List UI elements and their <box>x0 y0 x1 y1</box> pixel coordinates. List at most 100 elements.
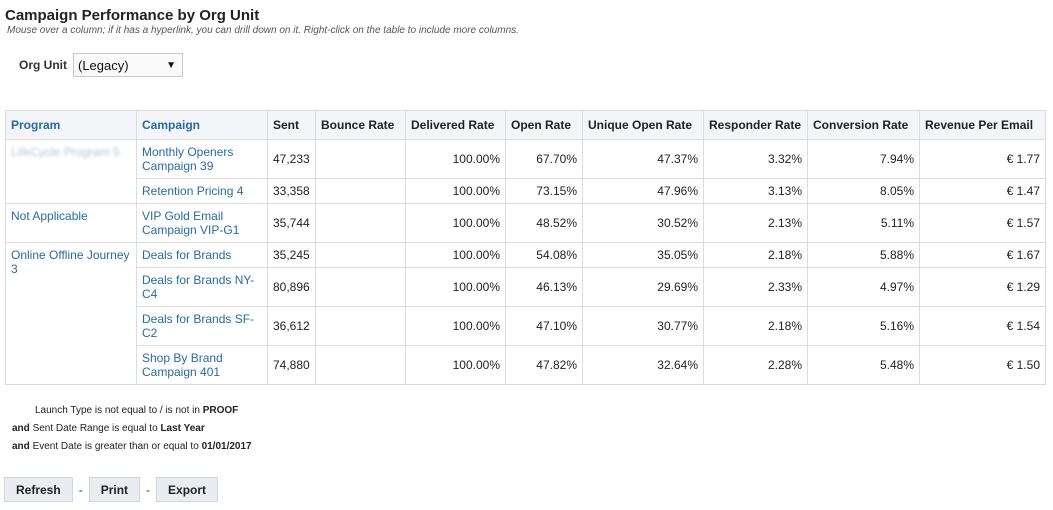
org-unit-filter: Org Unit (Legacy) ▼ <box>19 53 183 77</box>
revenue-per-email-cell: € 1.54 <box>919 306 1046 346</box>
sent-cell: 36,612 <box>267 306 316 346</box>
campaign-cell[interactable]: Deals for Brands SF- C2 <box>136 306 268 346</box>
conversion-rate-cell: 5.16% <box>807 306 920 346</box>
column-header-campaign[interactable]: Campaign <box>136 110 268 140</box>
program-cell[interactable]: Not Applicable <box>5 203 137 243</box>
responder-rate-cell: 2.33% <box>703 267 808 307</box>
conversion-rate-cell: 5.48% <box>807 345 920 385</box>
delivered-rate-cell: 100.00% <box>405 242 506 268</box>
page-hint: Mouse over a column; if it has a hyperli… <box>7 25 519 36</box>
column-header-bounce-rate[interactable]: Bounce Rate <box>315 110 406 140</box>
open-rate-cell: 54.08% <box>505 242 583 268</box>
responder-rate-cell: 2.13% <box>703 203 808 243</box>
table-row: Shop By Brand Campaign 401 74,880 100.00%… <box>6 345 1046 385</box>
campaign-name-line[interactable]: Shop By Brand <box>142 351 223 365</box>
campaign-name-line[interactable]: VIP Gold Email <box>142 209 224 223</box>
criteria-conjunction: and <box>12 423 30 434</box>
campaign-name-line[interactable]: C2 <box>142 326 158 340</box>
program-name[interactable]: Online Offline Journey 3 <box>11 248 130 276</box>
bounce-rate-cell <box>315 203 406 243</box>
table-header-row: Program Campaign Sent Bounce Rate Delive… <box>5 110 1046 140</box>
bounce-rate-cell <box>315 139 406 179</box>
campaign-name-line[interactable]: Deals for Brands NY- <box>142 273 255 287</box>
table-row: Not Applicable VIP Gold Email Campaign VI… <box>5 203 1046 243</box>
campaign-name-line[interactable]: Campaign VIP-G1 <box>142 223 240 237</box>
column-header-responder-rate[interactable]: Responder Rate <box>703 110 808 140</box>
campaign-cell[interactable]: Deals for Brands <box>136 242 268 268</box>
program-name-redacted[interactable]: LifeCycle Program 5 <box>11 145 120 159</box>
revenue-per-email-cell: € 1.29 <box>919 267 1046 307</box>
bounce-rate-cell <box>315 267 406 307</box>
conversion-rate-cell: 5.11% <box>807 203 920 243</box>
refresh-button[interactable]: Refresh <box>4 477 73 502</box>
campaign-cell[interactable]: VIP Gold Email Campaign VIP-G1 <box>136 203 268 243</box>
campaign-name-line[interactable]: Campaign 401 <box>142 365 221 379</box>
responder-rate-cell: 2.18% <box>703 242 808 268</box>
criteria-value: Last Year <box>160 423 205 434</box>
bounce-rate-cell <box>315 178 406 204</box>
filter-criteria: Launch Type is not equal to / is not in … <box>12 402 252 456</box>
campaign-cell[interactable]: Shop By Brand Campaign 401 <box>136 345 268 385</box>
sent-cell: 33,358 <box>267 178 316 204</box>
column-header-open-rate[interactable]: Open Rate <box>505 110 583 140</box>
column-header-program[interactable]: Program <box>5 110 137 140</box>
delivered-rate-cell: 100.00% <box>405 306 506 346</box>
campaign-cell[interactable]: Deals for Brands NY- C4 <box>136 267 268 307</box>
chevron-down-icon: ▼ <box>166 59 176 71</box>
campaign-name-line[interactable]: Deals for Brands SF- <box>142 312 255 326</box>
campaign-name-line[interactable]: Monthly Openers <box>142 145 234 159</box>
column-header-revenue-per-email[interactable]: Revenue Per Email <box>919 110 1046 140</box>
responder-rate-cell: 2.18% <box>703 306 808 346</box>
revenue-per-email-cell: € 1.67 <box>919 242 1046 268</box>
table-row: Deals for Brands NY- C4 80,896 100.00% 46… <box>6 267 1046 307</box>
program-cell[interactable]: Online Offline Journey 3 <box>5 242 137 385</box>
org-unit-select[interactable]: (Legacy) ▼ <box>73 53 183 77</box>
campaign-performance-table[interactable]: Program Campaign Sent Bounce Rate Delive… <box>5 110 1046 385</box>
unique-open-rate-cell: 47.96% <box>582 178 704 204</box>
criteria-text: Sent Date Range is equal to <box>32 423 158 434</box>
unique-open-rate-cell: 32.64% <box>582 345 704 385</box>
open-rate-cell: 67.70% <box>505 139 583 179</box>
table-row: LifeCycle Program 5 Monthly Openers Campa… <box>5 139 1046 204</box>
campaign-name-line[interactable]: Retention Pricing 4 <box>142 184 244 198</box>
open-rate-cell: 73.15% <box>505 178 583 204</box>
criteria-value: 01/01/2017 <box>201 441 252 452</box>
page-title: Campaign Performance by Org Unit <box>5 7 260 24</box>
open-rate-cell: 47.10% <box>505 306 583 346</box>
campaign-name-line[interactable]: Campaign 39 <box>142 159 214 173</box>
column-header-sent[interactable]: Sent <box>267 110 316 140</box>
org-unit-value: (Legacy) <box>78 57 129 73</box>
conversion-rate-cell: 4.97% <box>807 267 920 307</box>
criteria-row: Launch Type is not equal to / is not in … <box>12 402 252 420</box>
criteria-value: PROOF <box>202 405 239 416</box>
export-button[interactable]: Export <box>156 477 219 502</box>
print-button[interactable]: Print <box>88 477 141 502</box>
campaign-name-line[interactable]: C4 <box>142 287 158 301</box>
revenue-per-email-cell: € 1.77 <box>919 139 1046 179</box>
criteria-text: Event Date is greater than or equal to <box>32 441 199 452</box>
sent-cell: 74,880 <box>267 345 316 385</box>
table-row: Online Offline Journey 3 Deals for Brand… <box>5 242 1046 385</box>
bounce-rate-cell <box>315 242 406 268</box>
criteria-row: and Event Date is greater than or equal … <box>12 438 252 456</box>
campaign-cell[interactable]: Retention Pricing 4 <box>136 178 268 204</box>
open-rate-cell: 47.82% <box>505 345 583 385</box>
column-header-unique-open-rate[interactable]: Unique Open Rate <box>582 110 704 140</box>
program-name[interactable]: Not Applicable <box>11 209 88 223</box>
sent-cell: 47,233 <box>267 139 316 179</box>
org-unit-label: Org Unit <box>19 58 67 72</box>
open-rate-cell: 48.52% <box>505 203 583 243</box>
campaign-cell[interactable]: Monthly Openers Campaign 39 <box>136 139 268 179</box>
sent-cell: 80,896 <box>267 267 316 307</box>
sent-cell: 35,245 <box>267 242 316 268</box>
campaign-name-line[interactable]: Deals for Brands <box>142 248 232 262</box>
criteria-row: and Sent Date Range is equal to Last Yea… <box>12 420 252 438</box>
column-header-delivered-rate[interactable]: Delivered Rate <box>405 110 506 140</box>
revenue-per-email-cell: € 1.50 <box>919 345 1046 385</box>
revenue-per-email-cell: € 1.57 <box>919 203 1046 243</box>
conversion-rate-cell: 7.94% <box>807 139 920 179</box>
unique-open-rate-cell: 29.69% <box>582 267 704 307</box>
delivered-rate-cell: 100.00% <box>405 267 506 307</box>
program-cell[interactable]: LifeCycle Program 5 <box>5 139 137 204</box>
column-header-conversion-rate[interactable]: Conversion Rate <box>807 110 920 140</box>
